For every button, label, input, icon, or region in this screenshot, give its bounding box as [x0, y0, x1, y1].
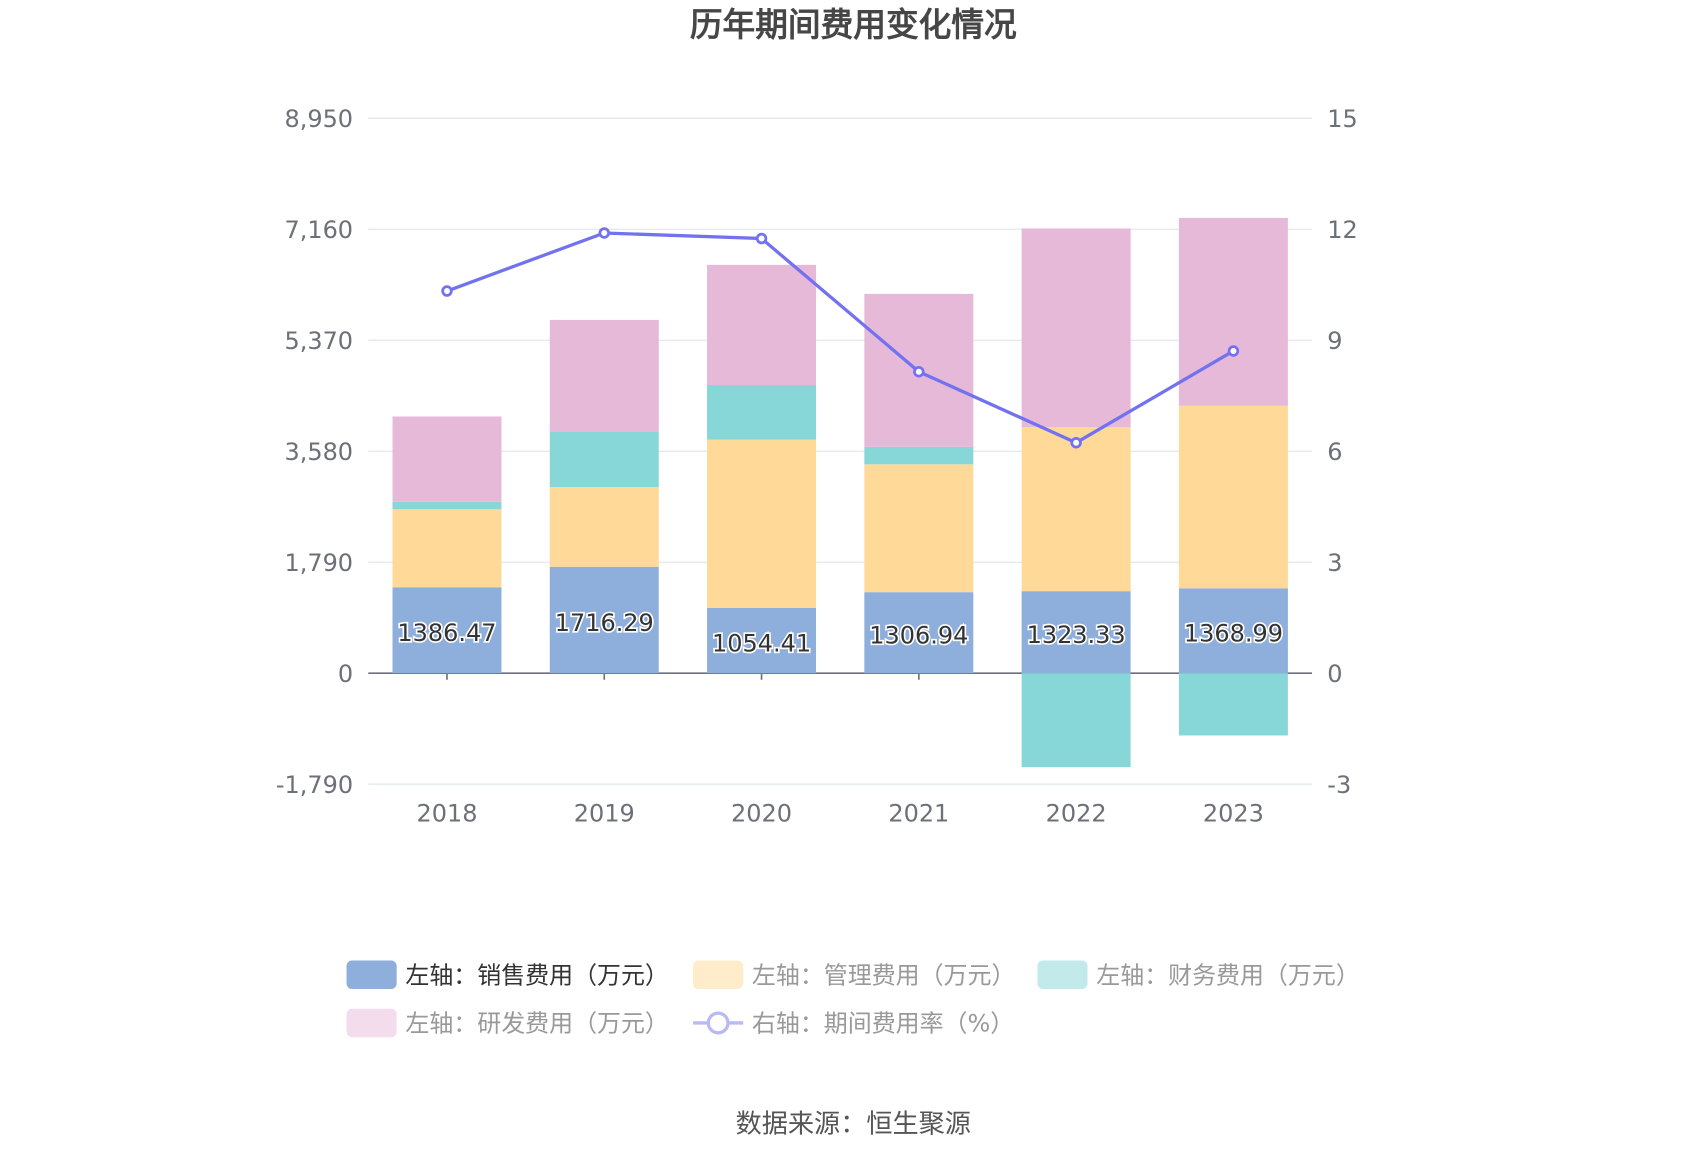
right-axis-tick-label: 6	[1327, 438, 1342, 466]
bar-series-1-2023	[1178, 405, 1288, 589]
source-note: 数据来源：恒生聚源	[736, 1109, 971, 1139]
sales-value-label: 1054.41	[712, 629, 811, 657]
rate-point-2018	[441, 285, 453, 297]
rate-line-path	[446, 231, 1235, 445]
bar-series-1-2018	[392, 509, 502, 588]
right-axis-tick-label: 3	[1327, 549, 1342, 577]
legend-swatch-icon	[1037, 960, 1088, 989]
bar-series-1-2022	[1021, 427, 1131, 592]
legend-item-label: 左轴：财务费用（万元）	[1096, 961, 1360, 989]
left-axis-tick-label: 5,370	[284, 327, 353, 355]
legend: 左轴：销售费用（万元） 左轴：管理费用（万元） 左轴：财务费用（万元） 左轴：研发费用…	[346, 960, 1360, 1038]
right-axis-tick-label: 12	[1327, 216, 1357, 244]
left-axis-tick-label: 1,790	[284, 549, 353, 577]
bar-series-1-2020	[707, 439, 817, 608]
x-axis-tick-label: 2019	[574, 799, 635, 827]
legend-item-label: 右轴：期间费用率（%）	[752, 1010, 1014, 1038]
bar-series-1-2021	[864, 464, 974, 593]
legend-swatch-icon	[346, 1008, 397, 1038]
right-axis-tick-label: -3	[1327, 771, 1351, 799]
x-axis-tick-label: 2022	[1046, 799, 1107, 827]
right-axis-tick-label: 9	[1327, 327, 1342, 355]
bar-series-0-2021	[864, 592, 974, 674]
sales-value-label: 1368.99	[1184, 620, 1283, 648]
bars	[392, 217, 1288, 768]
x-axis-tick-label: 2018	[416, 799, 477, 827]
chart-title: 历年期间费用变化情况	[690, 6, 1017, 44]
right-axis-tick-label: 15	[1327, 105, 1357, 133]
legend-swatch-icon	[346, 960, 397, 989]
bar-series-0-2022	[1021, 591, 1131, 674]
rate-point-2020	[755, 232, 768, 245]
bar-series-0-2020	[707, 607, 817, 674]
right-axis-tick-label: 0	[1327, 660, 1342, 688]
bar-series-3-2020	[707, 264, 817, 385]
legend-swatch-icon	[693, 960, 744, 989]
bar-series-2-2018	[392, 501, 502, 510]
sales-value-label: 1323.33	[1027, 621, 1126, 649]
x-axis-tick-label: 2021	[888, 799, 949, 827]
bar-series-3-2018	[392, 416, 502, 502]
rate-point-2021	[913, 365, 925, 378]
rate-point-2023	[1227, 345, 1240, 357]
left-axis-tick-label: -1,790	[276, 771, 353, 799]
x-axis-tick-label: 2020	[731, 799, 792, 827]
left-axis-tick-label: 3,580	[284, 438, 353, 466]
bar-series-2-2020	[707, 384, 817, 440]
grid: -1,790 -3 0 0 1,790 3 3,580 6 5,370 9 7,160 12 8,950…	[276, 105, 1358, 827]
bar-series-2-2023	[1178, 673, 1288, 736]
bar-series-2-2021	[864, 446, 974, 465]
legend-item-label: 左轴：销售费用（万元）	[405, 961, 669, 989]
bar-series-3-2023	[1178, 217, 1288, 406]
bar-series-0-2019	[549, 566, 659, 674]
left-axis-tick-label: 0	[338, 660, 353, 688]
legend-item-label: 左轴：管理费用（万元）	[752, 961, 1016, 989]
sales-value-label: 1386.47	[397, 619, 496, 647]
bar-series-0-2023	[1178, 588, 1288, 674]
sales-value-label: 1306.94	[869, 622, 968, 650]
rate-point-2022	[1070, 436, 1082, 449]
left-axis-tick-label: 7,160	[284, 216, 353, 244]
legend-item-label: 左轴：研发费用（万元）	[405, 1010, 669, 1038]
bar-series-2-2022	[1021, 673, 1131, 768]
bar-series-3-2022	[1021, 228, 1131, 428]
left-axis-tick-label: 8,950	[284, 105, 353, 133]
bar-series-0-2018	[392, 587, 502, 674]
legend-circle-icon	[706, 1011, 730, 1035]
bar-series-3-2019	[549, 319, 659, 432]
bar-series-2-2019	[549, 431, 659, 488]
rate-line	[441, 227, 1240, 449]
data-labels: 1386.47 1716.29 1054.41 1306.94 1323.33 1368.…	[396, 607, 1285, 659]
sales-value-label: 1716.29	[555, 609, 654, 637]
x-axis-tick-label: 2023	[1203, 799, 1264, 827]
bar-series-1-2019	[549, 487, 659, 567]
rate-point-2019	[598, 227, 610, 239]
